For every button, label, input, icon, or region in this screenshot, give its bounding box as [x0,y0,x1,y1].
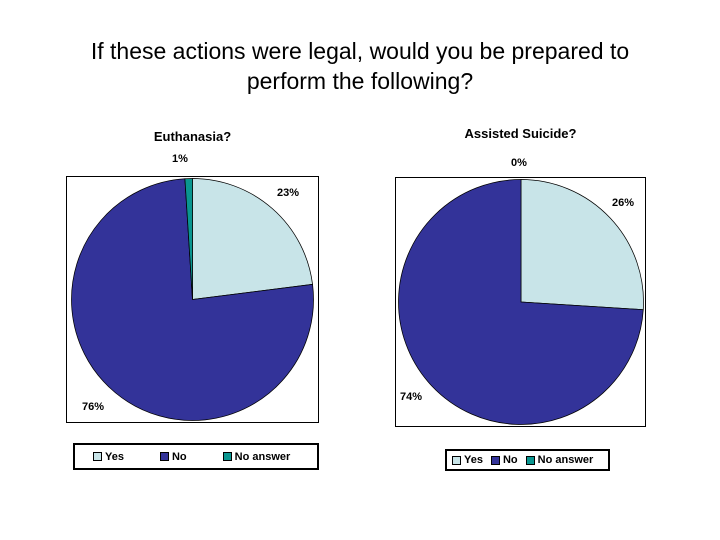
legend-label-no: No [171,450,187,463]
pie-chart-euthanasia [67,177,318,422]
pie-slice-no [71,178,314,421]
legend-label-yes: Yes [105,450,124,463]
pie-chart-assisted-suicide [396,178,645,426]
pie-label-euthanasia-no-answer: 1% [172,153,188,165]
legend-assisted-suicide: Yes No No answer [445,449,610,471]
pie-label-assisted-no-answer: 0% [511,157,527,169]
pie-slice-yes [192,178,313,300]
pie-label-euthanasia-no: 76% [82,401,105,413]
pie-slice-no [397,179,644,425]
chart-title-euthanasia: Euthanasia? [153,129,232,144]
legend-swatch-yes [452,455,461,465]
legend-label-no-answer: No answer [234,450,291,463]
pie-label-euthanasia-yes: 23% [277,187,300,199]
legend-item-no-answer: No answer [222,450,291,463]
plot-area-assisted-suicide [395,177,646,427]
legend-euthanasia: Yes No No answer [73,443,319,470]
chart-title-assisted-suicide: Assisted Suicide? [464,126,577,141]
legend-swatch-yes [93,452,102,461]
legend-item-yes: Yes [452,454,483,466]
legend-label-no: No [502,454,518,466]
pie-slice-no-answer [184,178,193,300]
pie-slice-yes [520,179,644,311]
plot-area-euthanasia [66,176,319,423]
legend-item-no: No [490,454,518,466]
legend-swatch-no [159,452,169,461]
legend-swatch-no [490,455,500,465]
legend-item-yes: Yes [93,451,124,463]
page-title-line2: perform the following? [246,68,474,94]
legend-label-no-answer: No answer [537,454,594,466]
pie-label-assisted-yes: 26% [612,197,635,209]
legend-label-yes: Yes [464,454,483,466]
legend-item-no: No [159,450,187,463]
pie-label-assisted-no: 74% [400,391,423,403]
legend-item-no-answer: No answer [525,454,594,466]
page-title-line1: If these actions were legal, would you b… [90,38,630,64]
legend-swatch-no-answer [525,455,535,465]
legend-swatch-no-answer [222,452,232,461]
page-title: If these actions were legal, would you b… [50,36,670,96]
